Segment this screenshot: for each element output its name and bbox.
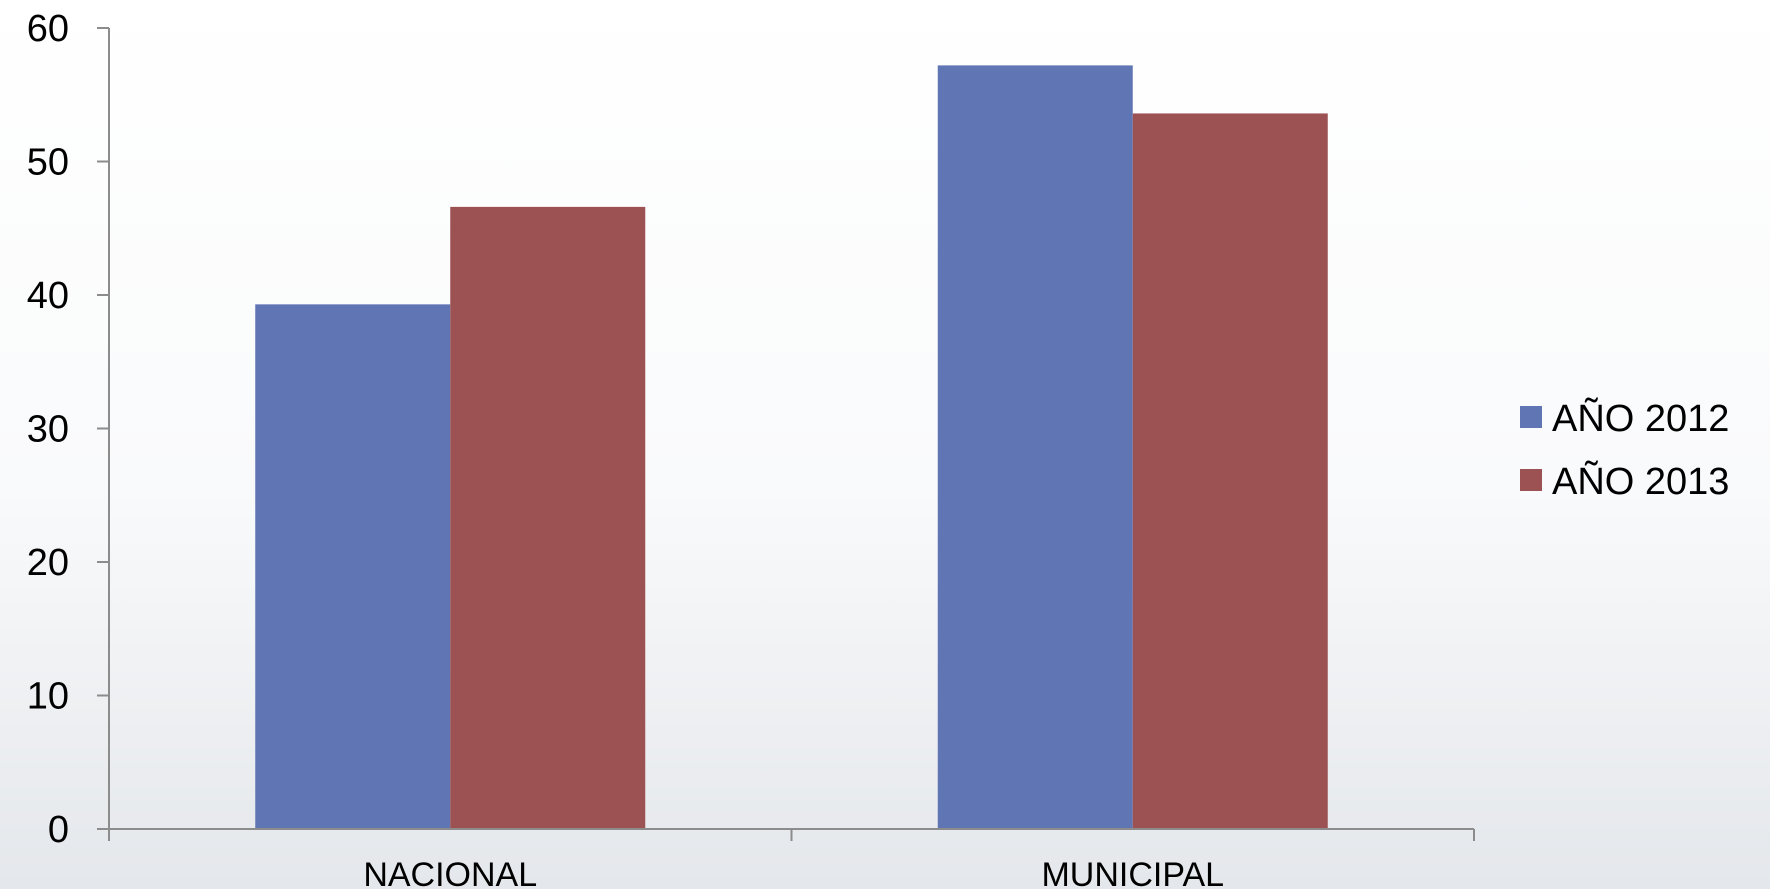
bar [1132,113,1328,829]
legend-item: AÑO 2013 [1520,460,1729,503]
y-tick-label: 20 [27,542,69,584]
y-tick-label: 40 [27,275,69,317]
legend-swatch [1520,469,1542,491]
bars [255,65,1328,830]
y-tick-label: 60 [27,8,69,50]
y-tick-label: 50 [27,142,69,184]
legend-swatch [1520,406,1542,428]
legend-label: AÑO 2013 [1552,460,1729,503]
bar [937,65,1133,829]
y-axis: 0 10 20 30 40 50 60 [27,8,110,851]
legend-label: AÑO 2012 [1552,397,1729,440]
bar [255,304,451,830]
y-tick-label: 10 [27,676,69,718]
y-tick-label: 30 [27,409,69,451]
bar [450,206,646,829]
x-category-label: NACIONAL [363,856,537,889]
x-axis: NACIONAL MUNICIPAL [108,828,1475,889]
legend-item: AÑO 2012 [1520,397,1729,440]
legend: AÑO 2012 AÑO 2013 [1520,397,1729,503]
x-category-label: MUNICIPAL [1041,856,1224,889]
y-tick-label: 0 [48,809,69,851]
y-axis-tick-labels: 0 10 20 30 40 50 60 [27,8,69,851]
x-axis-ticks [108,829,1475,841]
x-axis-category-labels: NACIONAL MUNICIPAL [363,856,1224,889]
y-axis-ticks [97,27,109,830]
